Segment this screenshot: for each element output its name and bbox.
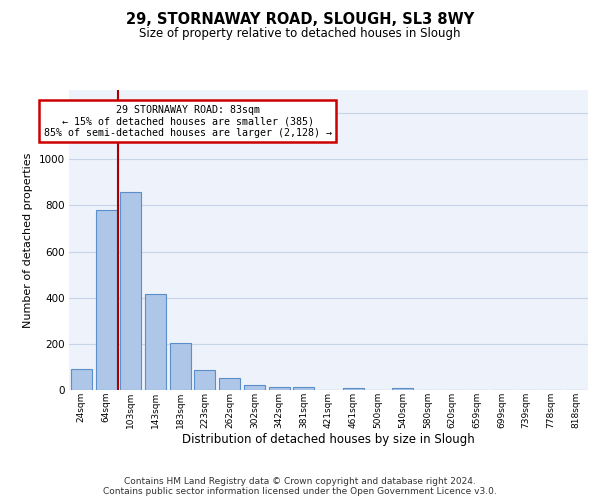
Bar (120, 192, 141, 390)
Bar (71, 369, 92, 390)
Text: 29, STORNAWAY ROAD, SLOUGH, SL3 8WY: 29, STORNAWAY ROAD, SLOUGH, SL3 8WY (126, 12, 474, 28)
Text: Size of property relative to detached houses in Slough: Size of property relative to detached ho… (139, 28, 461, 40)
Text: Contains HM Land Registry data © Crown copyright and database right 2024.: Contains HM Land Registry data © Crown c… (124, 477, 476, 486)
Bar (95, 210, 116, 390)
Text: 29 STORNAWAY ROAD: 83sqm
← 15% of detached houses are smaller (385)
85% of semi-: 29 STORNAWAY ROAD: 83sqm ← 15% of detach… (44, 104, 332, 138)
Bar (194, 370, 215, 390)
Bar (269, 386, 290, 390)
Text: Contains public sector information licensed under the Open Government Licence v3: Contains public sector information licen… (103, 487, 497, 496)
Bar (392, 388, 413, 390)
Bar (343, 388, 364, 390)
Bar (219, 378, 240, 390)
Text: Distribution of detached houses by size in Slough: Distribution of detached houses by size … (182, 432, 475, 446)
Y-axis label: Number of detached properties: Number of detached properties (23, 152, 33, 328)
Bar (244, 385, 265, 390)
Bar (170, 342, 191, 390)
Bar (145, 294, 166, 390)
Bar (293, 386, 314, 390)
